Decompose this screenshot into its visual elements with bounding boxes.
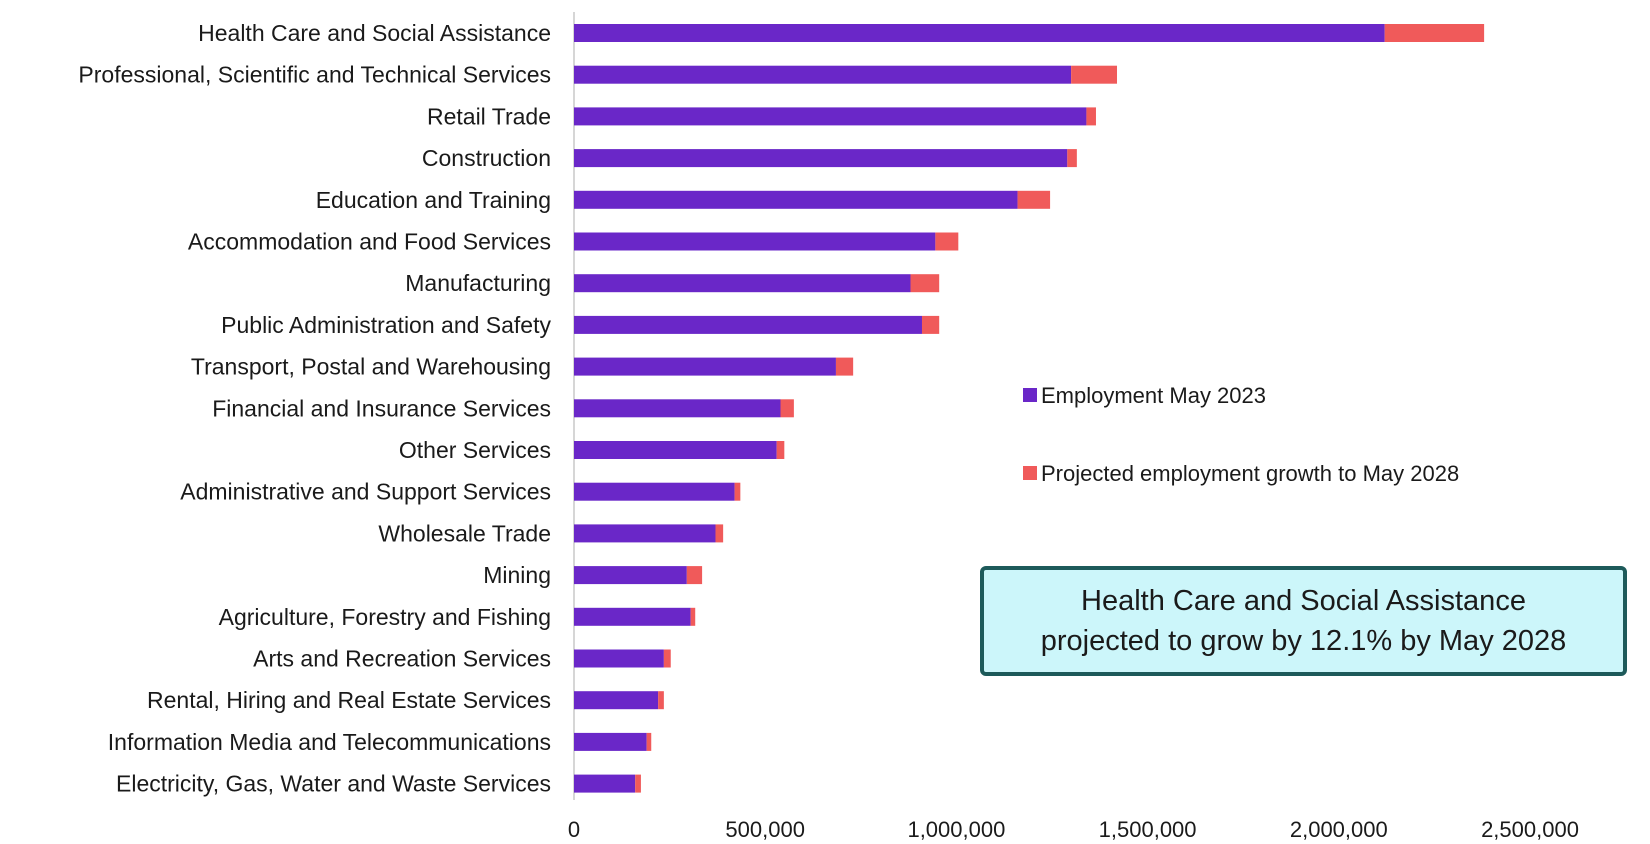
category-label-11: Administrative and Support Services (180, 479, 551, 505)
bar-employment-8 (574, 357, 836, 376)
x-tick-label-5: 2,500,000 (1481, 817, 1579, 842)
category-label-0: Health Care and Social Assistance (198, 20, 551, 46)
bar-employment-0 (574, 24, 1385, 42)
bar-employment-13 (574, 566, 687, 585)
x-tick-label-4: 2,000,000 (1290, 817, 1388, 842)
bar-growth-12 (715, 524, 724, 543)
category-label-1: Professional, Scientific and Technical S… (78, 62, 551, 88)
x-tick-label-3: 1,500,000 (1099, 817, 1197, 842)
category-label-4: Education and Training (316, 187, 551, 213)
callout-line-1: Health Care and Social Assistance (1081, 585, 1526, 617)
growth-callout-box: Health Care and Social Assistance projec… (980, 566, 1627, 676)
category-label-18: Electricity, Gas, Water and Waste Servic… (116, 771, 551, 797)
x-tick-labels: 0 500,000 1,000,000 1,500,000 2,000,000 2,500… (568, 817, 1579, 842)
bar-growth-1 (1071, 65, 1118, 84)
category-label-10: Other Services (399, 437, 551, 463)
bar-employment-5 (574, 232, 936, 251)
callout-line-2: projected to grow by 12.1% by May 2028 (1040, 625, 1567, 657)
category-label-13: Mining (483, 562, 551, 588)
bar-employment-12 (574, 524, 716, 543)
bar-employment-7 (574, 315, 922, 334)
legend-swatch-0 (1023, 388, 1037, 402)
x-tick-label-0: 0 (568, 817, 580, 842)
legend: Employment May 2023 Projected employment … (1023, 383, 1459, 486)
bar-growth-4 (1017, 190, 1051, 209)
category-label-17: Information Media and Telecommunications (108, 729, 551, 755)
category-label-6: Manufacturing (405, 270, 551, 296)
bar-growth-16 (658, 691, 664, 710)
category-labels: Health Care and Social Assistance Profess… (78, 20, 551, 797)
bar-growth-11 (734, 482, 741, 501)
bar-growth-10 (776, 441, 785, 459)
bar-growth-3 (1067, 149, 1077, 168)
bar-employment-3 (574, 149, 1068, 168)
bar-growth-14 (690, 607, 696, 626)
bar-employment-16 (574, 691, 659, 710)
bars-layer (574, 24, 1485, 793)
bar-growth-7 (921, 315, 940, 334)
bar-employment-4 (574, 190, 1018, 209)
bar-growth-15 (663, 649, 671, 668)
bar-employment-14 (574, 607, 691, 626)
bar-employment-2 (574, 107, 1087, 126)
bar-employment-17 (574, 732, 647, 751)
bar-employment-11 (574, 482, 735, 501)
legend-label-1: Projected employment growth to May 2028 (1041, 461, 1459, 486)
category-label-7: Public Administration and Safety (221, 312, 551, 338)
legend-swatch-1 (1023, 466, 1037, 480)
category-label-16: Rental, Hiring and Real Estate Services (147, 687, 551, 713)
category-label-8: Transport, Postal and Warehousing (191, 354, 551, 380)
bar-employment-10 (574, 441, 777, 459)
bar-employment-15 (574, 649, 664, 668)
bar-growth-6 (910, 274, 940, 293)
bar-employment-9 (574, 399, 781, 418)
bar-growth-2 (1086, 107, 1096, 126)
bar-employment-18 (574, 774, 636, 793)
legend-label-0: Employment May 2023 (1041, 383, 1266, 408)
bar-growth-0 (1384, 24, 1485, 42)
x-tick-label-1: 500,000 (725, 817, 805, 842)
bar-growth-13 (686, 566, 703, 585)
category-label-15: Arts and Recreation Services (253, 646, 551, 672)
bar-growth-17 (646, 732, 652, 751)
bar-growth-5 (935, 232, 959, 251)
bar-employment-6 (574, 274, 911, 293)
category-label-2: Retail Trade (427, 103, 551, 129)
bar-growth-8 (835, 357, 854, 376)
category-label-14: Agriculture, Forestry and Fishing (219, 604, 551, 630)
category-label-3: Construction (422, 145, 551, 171)
x-tick-label-2: 1,000,000 (907, 817, 1005, 842)
category-label-12: Wholesale Trade (378, 520, 551, 546)
bar-growth-18 (635, 774, 641, 793)
bar-employment-1 (574, 65, 1072, 84)
category-label-9: Financial and Insurance Services (212, 395, 551, 421)
category-label-5: Accommodation and Food Services (188, 229, 551, 255)
bar-growth-9 (780, 399, 794, 418)
